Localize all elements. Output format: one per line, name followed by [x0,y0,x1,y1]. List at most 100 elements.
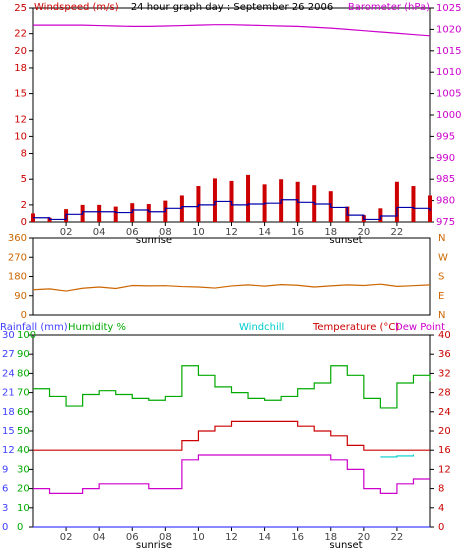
bottom-x-tick-label-7: 16 [291,532,304,543]
wind-x-tick-label-8: 18 [324,227,337,238]
humidity-tick-label-9: 90 [17,349,30,360]
bottom-x-tick-label-9: 20 [357,532,370,543]
wind-x-tick-label-7: 16 [291,227,304,238]
dew-point-series [33,454,430,494]
humidity-tick-label-2: 20 [17,484,30,495]
wind-x-tick-label-4: 10 [192,227,205,238]
direction-right-label-4: N [438,233,445,244]
rainfall-axis-label: Rainfall (mm) [0,322,68,333]
bottom-x-tick-label-1: 04 [93,532,106,543]
direction-right-label-1: E [438,291,444,302]
direction-right-label-2: S [438,272,444,283]
humidity-tick-label-6: 60 [17,407,30,418]
barometer-right-tick-label-0: 975 [436,217,455,228]
wind-x-tick-label-6: 14 [258,227,271,238]
bottom-x-tick-label-3: 08 [159,532,172,543]
humidity-tick-label-5: 50 [17,426,30,437]
bottom-x-tick-label-4: 10 [192,532,205,543]
temperature-tick-label-4: 16 [438,445,451,456]
bottom-x-tick-label-5: 12 [225,532,238,543]
humidity-axis-label: Humidity % [68,322,126,333]
wind-left-tick-label-8: 20 [14,46,27,57]
temperature-tick-label-5: 20 [438,426,451,437]
direction-right-label-3: W [438,252,448,263]
barometer-right-tick-label-8: 1015 [436,46,461,57]
barometer-right-tick-label-9: 1020 [436,24,461,35]
wind-x-tick-label-2: 06 [126,227,139,238]
rain-tick-label-7: 21 [2,388,15,399]
barometer-right-tick-label-7: 1010 [436,67,461,78]
bottom-x-tick-label-10: 22 [391,532,404,543]
barometer-right-tick-label-10: 1025 [436,3,461,14]
rain-tick-label-1: 3 [2,503,8,514]
bottom-x-tick-label-0: 02 [60,532,73,543]
wind-x-tick-label-3: 08 [159,227,172,238]
rain-humidity-temp-frame [32,334,431,528]
wind-left-tick-label-4: 10 [14,131,27,142]
barometer-right-tick-label-1: 980 [436,196,455,207]
humidity-tick-label-3: 30 [17,464,30,475]
wind-left-axis-label: Windspeed (m/s) [34,2,119,13]
barometer-right-axis-label: Barometer (hPa) [348,2,430,13]
direction-left-tick-label-1: 90 [14,291,27,302]
humidity-series [33,365,431,409]
windchill-axis-label: Windchill [239,322,284,333]
humidity-tick-label-0: 0 [17,522,23,533]
humidity-tick-label-4: 40 [17,445,30,456]
barometer-series [33,24,431,37]
barometer-right-tick-label-2: 985 [436,174,455,185]
temperature-tick-label-9: 36 [438,349,451,360]
wind-left-tick-label-9: 22 [14,29,27,40]
wind-left-tick-label-10: 25 [14,3,27,14]
wind-bottom-label-1: sunset [329,235,362,246]
wind-average-series [33,199,431,221]
wind-bottom-label-0: sunrise [136,235,172,246]
wind-direction-series [32,283,431,292]
barometer-right-tick-label-6: 1005 [436,89,461,100]
temperature-tick-label-3: 12 [438,464,451,475]
temperature-series [33,420,430,451]
rain-tick-label-9: 27 [2,349,15,360]
bottom-bottom-label-0: sunrise [136,540,172,551]
temperature-tick-label-7: 28 [438,388,451,399]
rain-tick-label-8: 24 [2,368,15,379]
humidity-tick-label-7: 70 [17,388,30,399]
bottom-x-tick-label-2: 06 [126,532,139,543]
temperature-tick-label-2: 8 [438,484,444,495]
wind-x-tick-label-1: 04 [93,227,106,238]
direction-left-tick-label-4: 360 [8,233,27,244]
direction-left-tick-label-0: 0 [21,310,27,321]
barometer-right-tick-label-5: 1000 [436,110,461,121]
bottom-x-tick-label-8: 18 [324,532,337,543]
direction-right-label-0: N [438,310,445,321]
humidity-tick-label-1: 10 [17,503,30,514]
wind-left-tick-label-0: 0 [21,217,27,228]
temperature-tick-label-10: 40 [438,330,451,341]
wind-left-tick-label-1: 2 [21,200,27,211]
temperature-tick-label-6: 24 [438,407,451,418]
wind-left-tick-label-6: 15 [14,89,27,100]
wind-left-tick-label-2: 5 [21,174,27,185]
humidity-tick-label-8: 80 [17,368,30,379]
wind-left-tick-label-7: 18 [14,63,27,74]
humidity-tick-label-10: 100 [17,330,36,341]
temperature-tick-label-8: 32 [438,368,451,379]
temperature-tick-label-0: 0 [438,522,444,533]
direction-left-tick-label-3: 270 [8,252,27,263]
barometer-right-tick-label-4: 995 [436,131,455,142]
bottom-bottom-label-1: sunset [329,540,362,551]
wind-left-tick-label-5: 12 [14,114,27,125]
barometer-right-tick-label-3: 990 [436,153,455,164]
wind-direction-frame [32,237,431,316]
direction-left-tick-label-2: 180 [8,272,27,283]
windchill-series [380,454,415,458]
rain-tick-label-4: 12 [2,445,15,456]
rain-tick-label-5: 15 [2,426,15,437]
wind-x-tick-label-10: 22 [391,227,404,238]
wind-x-tick-label-0: 02 [60,227,73,238]
temperature-axis-label: Temperature (°C) [312,322,399,333]
bottom-x-tick-label-6: 14 [258,532,271,543]
rain-tick-label-3: 9 [2,464,8,475]
